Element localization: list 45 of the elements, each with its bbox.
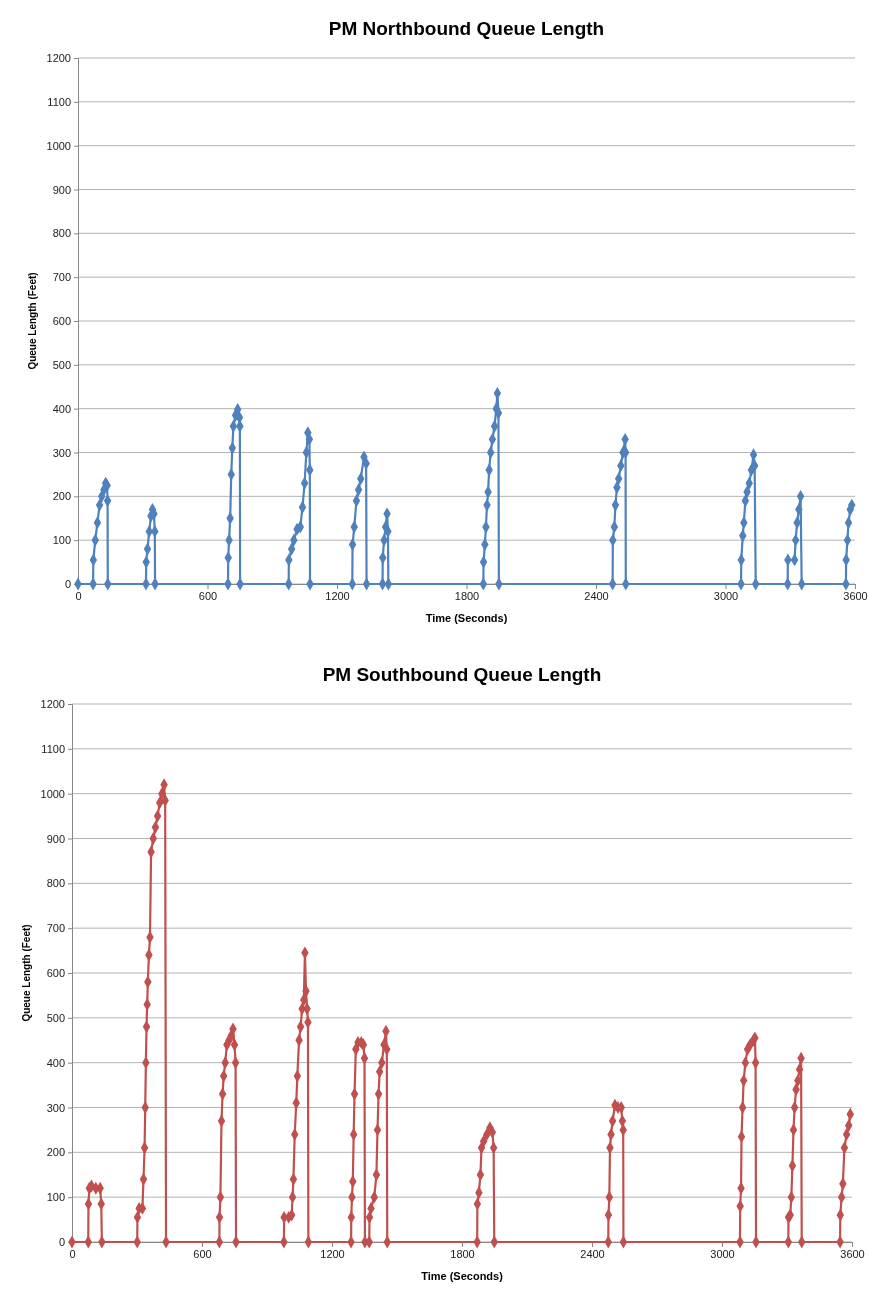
y-tick-label: 200 — [46, 1146, 65, 1159]
y-axis-title: Queue Length (Feet) — [27, 272, 38, 370]
y-tick-label: 900 — [46, 832, 65, 845]
x-tick-label: 0 — [75, 589, 82, 602]
x-tick-label: 600 — [198, 589, 218, 602]
y-tick-label: 800 — [46, 877, 65, 890]
y-tick-label: 1000 — [46, 139, 71, 152]
y-tick-label: 300 — [46, 1101, 65, 1114]
x-tick-label: 1800 — [450, 1247, 475, 1260]
y-tick-label: 1200 — [46, 52, 71, 65]
y-tick-label: 100 — [52, 534, 71, 547]
y-tick-label: 1200 — [40, 698, 65, 711]
y-tick-label: 600 — [52, 315, 71, 328]
y-tick-label: 700 — [52, 271, 71, 284]
y-tick-label: 200 — [52, 490, 71, 503]
y-tick-label: 1100 — [47, 95, 71, 108]
y-tick-label: 100 — [46, 1191, 65, 1204]
x-tick-label: 600 — [193, 1247, 212, 1260]
y-tick-label: 500 — [46, 1011, 65, 1024]
y-tick-label: 600 — [46, 967, 65, 980]
y-axis-title: Queue Length (Feet) — [21, 924, 32, 1022]
y-tick-label: 0 — [58, 1236, 65, 1249]
x-tick-label: 2400 — [580, 1247, 605, 1260]
chart-title: PM Northbound Queue Length — [328, 18, 605, 39]
y-tick-label: 400 — [46, 1056, 65, 1069]
x-tick-label: 3600 — [840, 1247, 865, 1260]
x-tick-label: 3000 — [710, 1247, 735, 1260]
y-tick-label: 400 — [52, 402, 71, 415]
x-tick-label: 3000 — [713, 589, 739, 602]
y-tick-label: 1100 — [41, 742, 65, 755]
x-tick-label: 3600 — [843, 589, 868, 602]
y-tick-label: 800 — [52, 227, 71, 240]
x-tick-label: 2400 — [584, 589, 609, 602]
y-tick-label: 0 — [64, 578, 71, 591]
x-axis-title: Time (Seconds) — [421, 1270, 504, 1282]
y-tick-label: 900 — [52, 183, 71, 196]
y-tick-label: 1000 — [40, 787, 65, 800]
chart-title: PM Southbound Queue Length — [322, 664, 602, 685]
y-tick-label: 300 — [52, 446, 71, 459]
x-tick-label: 1200 — [320, 1247, 345, 1260]
x-tick-label: 1200 — [325, 589, 350, 602]
y-tick-label: 500 — [52, 358, 71, 371]
y-tick-label: 700 — [46, 922, 65, 935]
x-tick-label: 1800 — [454, 589, 480, 602]
x-axis-title: Time (Seconds) — [425, 612, 508, 624]
